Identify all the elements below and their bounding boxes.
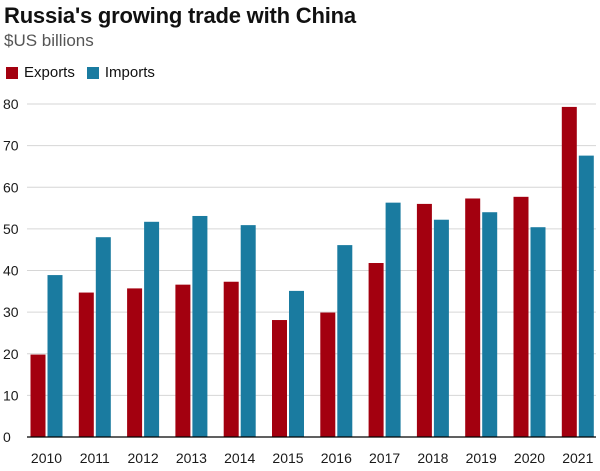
bar-imports-2020 <box>530 227 546 437</box>
bar-exports-2021 <box>561 106 577 437</box>
y-tick-label-50: 50 <box>3 221 19 237</box>
legend-label-exports: Exports <box>24 64 75 81</box>
bar-imports-2019 <box>482 212 498 437</box>
x-tick-label-2021: 2021 <box>562 450 593 466</box>
legend-swatch-exports <box>6 66 18 79</box>
x-tick-label-2018: 2018 <box>417 450 448 466</box>
bar-exports-2013 <box>175 284 191 437</box>
legend-label-imports: Imports <box>104 64 155 81</box>
x-tick-label-2013: 2013 <box>176 450 207 466</box>
bar-imports-2013 <box>192 215 208 437</box>
bar-imports-2011 <box>95 237 111 437</box>
y-tick-label-70: 70 <box>3 138 19 154</box>
x-tick-label-2015: 2015 <box>272 450 303 466</box>
x-tick-label-2017: 2017 <box>369 450 400 466</box>
bar-imports-2016 <box>337 245 353 437</box>
bar-imports-2012 <box>144 221 160 437</box>
y-tick-label-0: 0 <box>3 429 11 445</box>
bar-exports-2018 <box>416 203 432 437</box>
bar-imports-2017 <box>385 202 401 437</box>
legend-item-exports: Exports <box>6 64 75 81</box>
y-tick-label-60: 60 <box>3 179 19 195</box>
bar-exports-2015 <box>272 320 287 437</box>
x-tick-label-2010: 2010 <box>31 450 62 466</box>
y-tick-label-80: 80 <box>3 96 19 112</box>
x-tick-label-2019: 2019 <box>466 450 497 466</box>
bar-imports-2018 <box>433 219 449 437</box>
bar-exports-2017 <box>368 263 384 437</box>
bar-imports-2015 <box>289 290 304 437</box>
bar-imports-2021 <box>578 155 594 438</box>
x-tick-label-2011: 2011 <box>80 450 110 466</box>
x-tick-label-2020: 2020 <box>514 450 545 466</box>
y-tick-label-30: 30 <box>3 304 19 320</box>
x-tick-label-2014: 2014 <box>224 450 255 466</box>
x-tick-label-2016: 2016 <box>321 450 352 466</box>
y-tick-label-10: 10 <box>3 387 19 403</box>
chart-title: Russia's growing trade with China <box>4 3 356 28</box>
legend-swatch-imports <box>86 66 99 79</box>
bar-exports-2014 <box>223 281 239 437</box>
chart-legend: Exports Imports <box>6 64 167 81</box>
bar-exports-2011 <box>78 292 94 437</box>
chart-subtitle: $US billions <box>4 31 94 50</box>
x-tick-label-2012: 2012 <box>128 450 159 466</box>
bar-exports-2019 <box>465 198 481 437</box>
bar-exports-2020 <box>513 196 529 437</box>
bar-exports-2012 <box>127 288 143 437</box>
bar-exports-2016 <box>320 312 336 437</box>
bar-imports-2014 <box>240 225 256 437</box>
y-tick-label-40: 40 <box>3 263 19 279</box>
y-tick-label-20: 20 <box>3 346 19 362</box>
bar-exports-2010 <box>30 354 46 437</box>
legend-item-imports: Imports <box>86 64 155 81</box>
bar-imports-2010 <box>47 275 63 437</box>
